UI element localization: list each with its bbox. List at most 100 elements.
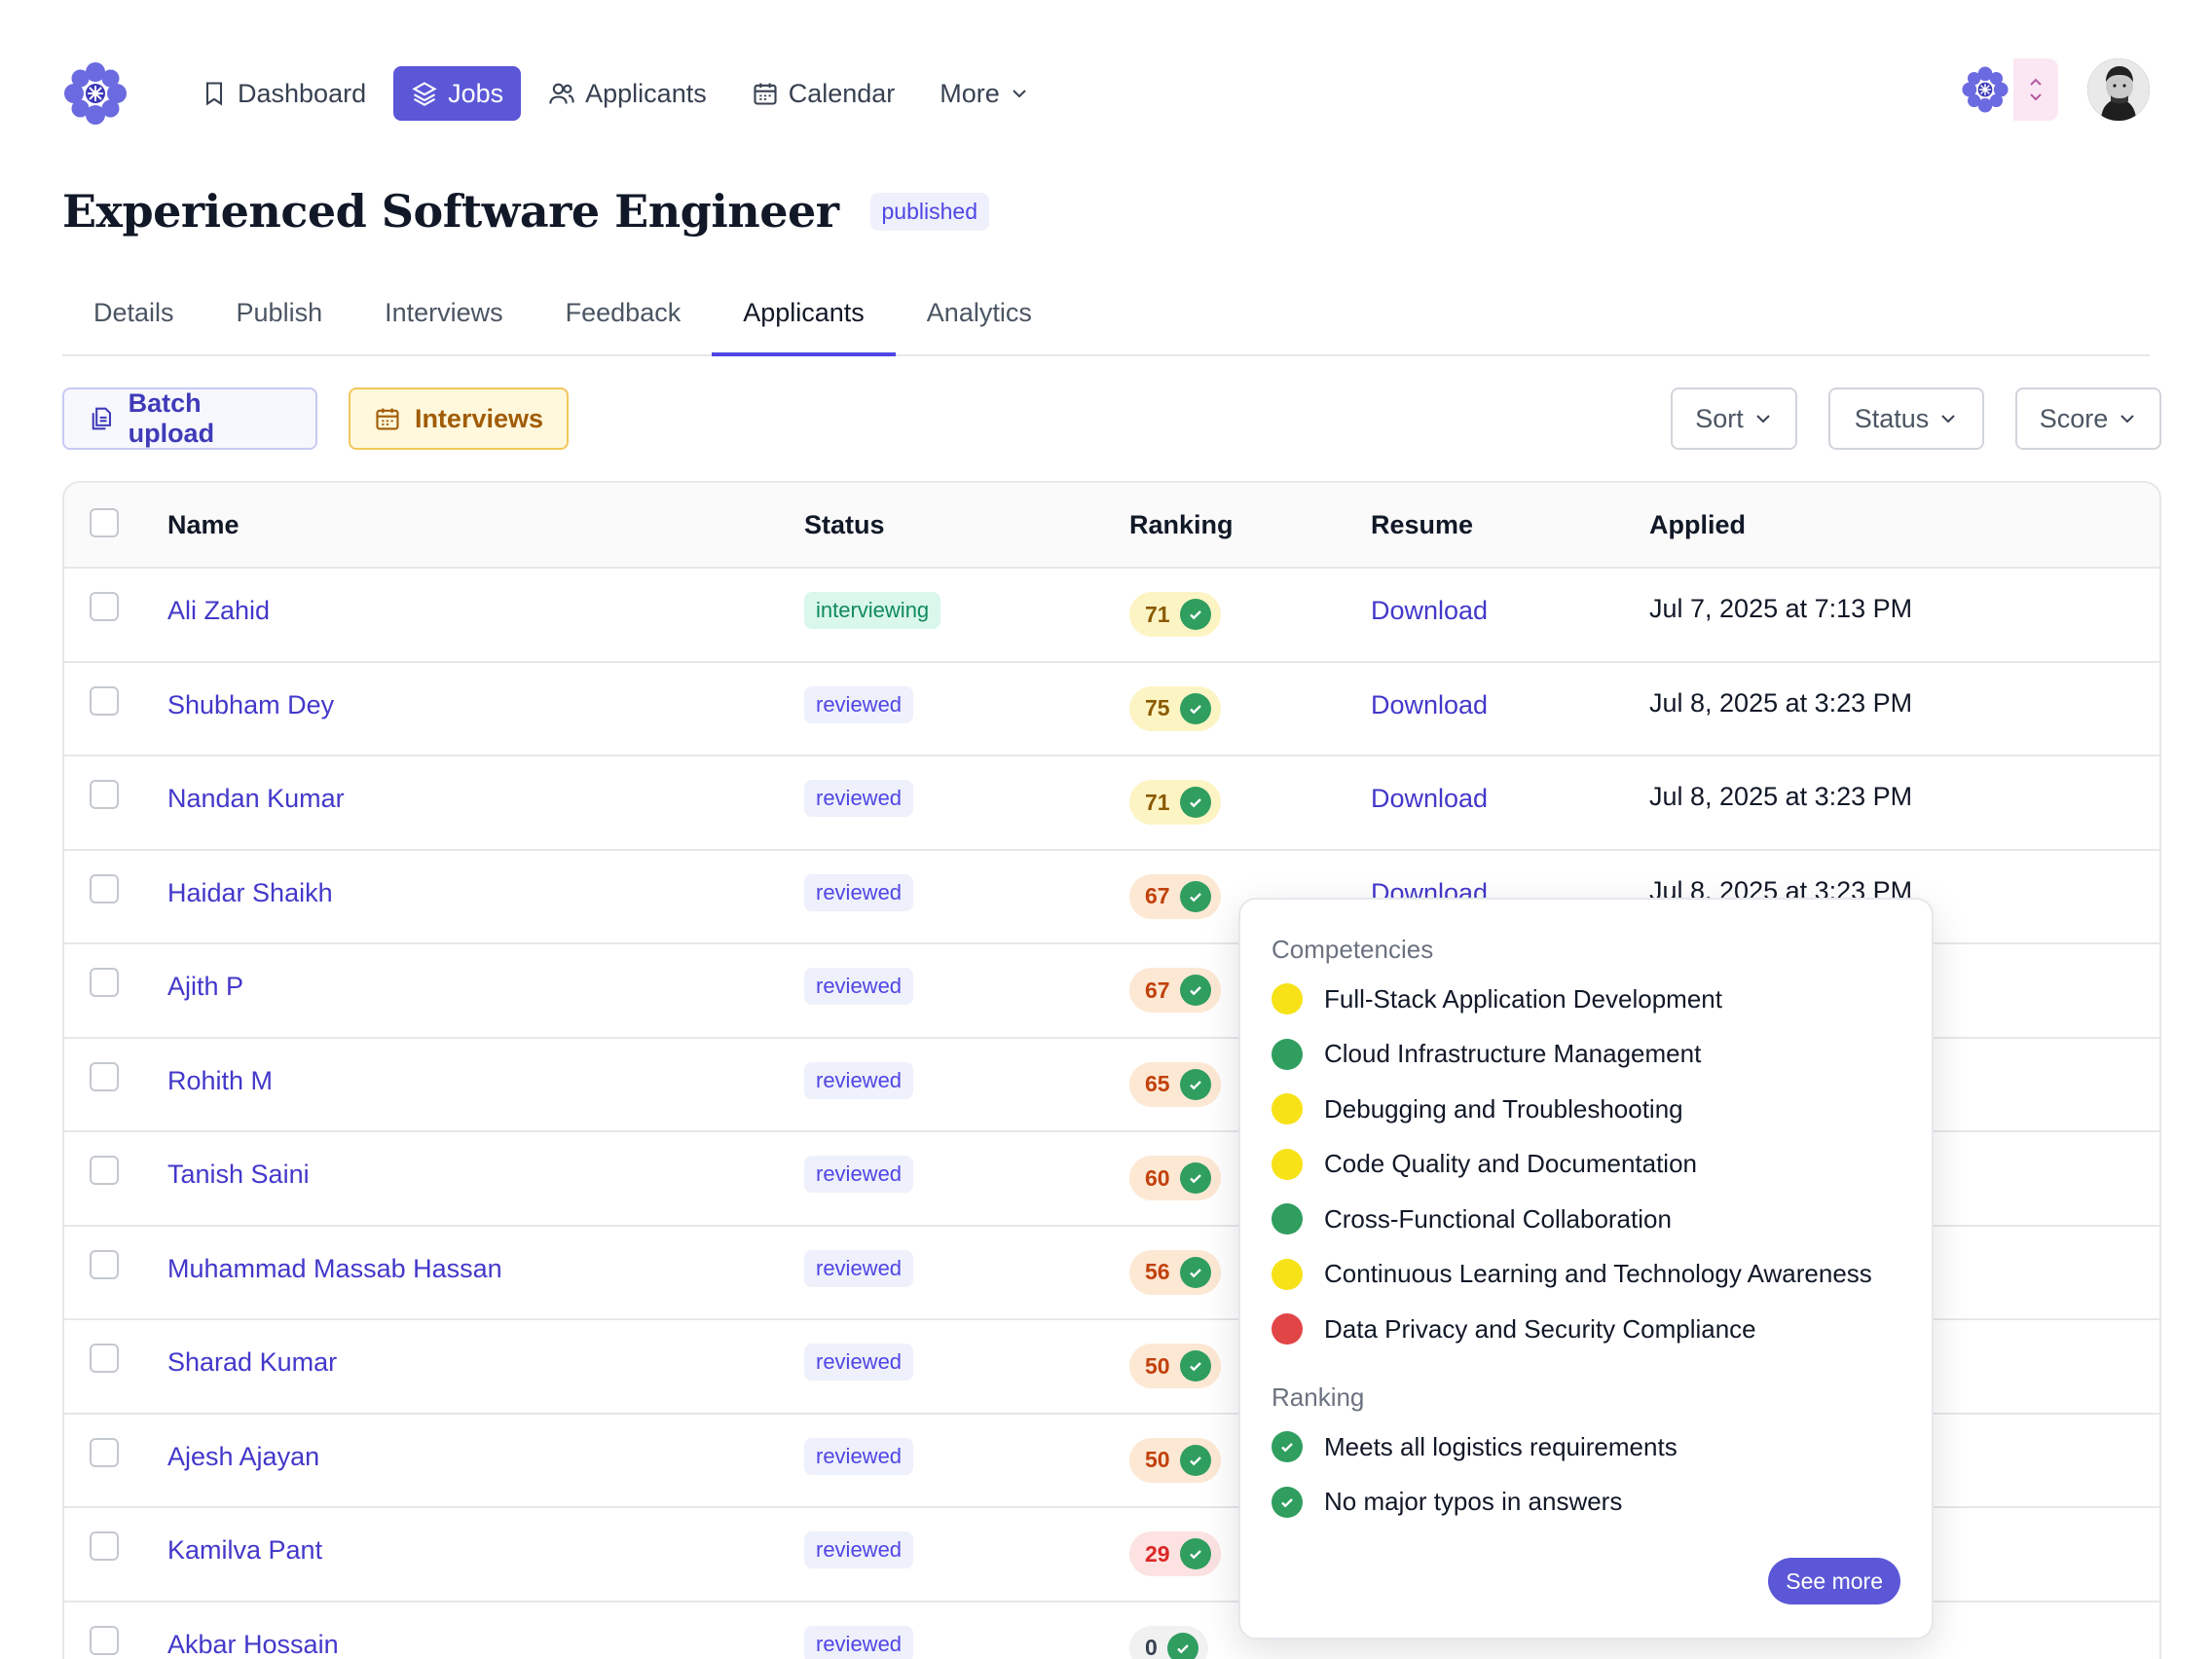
- ranking-score-pill[interactable]: 29: [1129, 1531, 1221, 1576]
- table-row[interactable]: Rohith M reviewed 65: [64, 1039, 2159, 1132]
- row-checkbox[interactable]: [90, 1344, 119, 1373]
- row-checkbox[interactable]: [90, 1156, 119, 1185]
- row-checkbox[interactable]: [90, 1249, 119, 1279]
- interviews-button[interactable]: Interviews: [349, 387, 569, 450]
- page-title: Experienced Software Engineer: [62, 185, 839, 238]
- ranking-score-pill[interactable]: 56: [1129, 1249, 1221, 1295]
- user-avatar[interactable]: [2087, 58, 2150, 121]
- applied-date: Jul 7, 2025 at 7:13 PM: [1649, 594, 1913, 623]
- row-checkbox[interactable]: [90, 873, 119, 903]
- ranking-score-pill[interactable]: 71: [1129, 780, 1221, 825]
- competency-label: Cloud Infrastructure Management: [1324, 1039, 1702, 1068]
- ranking-score-pill[interactable]: 50: [1129, 1437, 1221, 1483]
- tab-publish[interactable]: Publish: [236, 298, 323, 327]
- competency-item: Continuous Learning and Technology Aware…: [1272, 1258, 1872, 1290]
- nav-more-label: More: [940, 78, 1000, 108]
- applicant-name-link[interactable]: Sharad Kumar: [167, 1347, 338, 1377]
- resume-download-link[interactable]: Download: [1371, 596, 1489, 625]
- applicant-name-link[interactable]: Nandan Kumar: [167, 784, 345, 813]
- table-row[interactable]: Ajith P reviewed 67: [64, 944, 2159, 1039]
- sort-dropdown[interactable]: Sort: [1671, 387, 1797, 450]
- applicant-name-link[interactable]: Kamilva Pant: [167, 1535, 323, 1565]
- batch-upload-button[interactable]: Batch upload: [62, 387, 317, 450]
- flower-logo-icon[interactable]: [62, 60, 129, 127]
- applicant-name-link[interactable]: Ali Zahid: [167, 596, 271, 625]
- header-ranking[interactable]: Ranking: [1129, 510, 1234, 539]
- check-circle-icon: [1179, 1350, 1211, 1382]
- header-applied[interactable]: Applied: [1649, 510, 1746, 539]
- check-circle-icon: [1179, 692, 1211, 724]
- header-status[interactable]: Status: [804, 510, 885, 539]
- ranking-score-pill[interactable]: 71: [1129, 592, 1221, 637]
- table-row[interactable]: Ajesh Ajayan reviewed 50: [64, 1415, 2159, 1508]
- resume-download-link[interactable]: Download: [1371, 784, 1489, 813]
- org-toggle-button[interactable]: [2013, 58, 2058, 121]
- select-all-checkbox[interactable]: [90, 508, 119, 537]
- ranking-score: 67: [1145, 883, 1170, 908]
- tab-details[interactable]: Details: [93, 298, 174, 327]
- row-checkbox[interactable]: [90, 1437, 119, 1467]
- org-switcher[interactable]: [1961, 58, 2058, 121]
- tab-interviews[interactable]: Interviews: [385, 298, 503, 327]
- main-nav: Dashboard Jobs Applicants Calendar More: [183, 66, 1047, 121]
- row-checkbox[interactable]: [90, 1531, 119, 1561]
- applicant-name-link[interactable]: Rohith M: [167, 1065, 274, 1095]
- applicant-name-link[interactable]: Shubham Dey: [167, 689, 335, 719]
- nav-calendar[interactable]: Calendar: [734, 66, 913, 121]
- competency-label: Cross-Functional Collaboration: [1324, 1203, 1672, 1234]
- calendar-icon: [754, 83, 777, 105]
- applicant-name-link[interactable]: Haidar Shaikh: [167, 877, 333, 907]
- ranking-score: 65: [1145, 1071, 1170, 1096]
- applicant-name-link[interactable]: Ajesh Ajayan: [167, 1441, 320, 1471]
- status-label: Status: [1854, 403, 1930, 433]
- table-row[interactable]: Muhammad Massab Hassan reviewed 56: [64, 1227, 2159, 1320]
- table-body: Ali Zahid interviewing 71 Download Jul 7, 20…: [64, 569, 2159, 1659]
- table-row[interactable]: Akbar Hossain reviewed 0: [64, 1603, 2159, 1659]
- nav-dashboard[interactable]: Dashboard: [183, 66, 384, 121]
- table-row[interactable]: Nandan Kumar reviewed 71 Download Jul 8, 202…: [64, 756, 2159, 851]
- ranking-score-pill[interactable]: 67: [1129, 968, 1221, 1013]
- chevron-down-icon: [1013, 90, 1026, 98]
- ranking-score-pill[interactable]: 65: [1129, 1061, 1221, 1107]
- competency-status-dot-icon: [1272, 1203, 1303, 1235]
- status-dropdown[interactable]: Status: [1828, 387, 1984, 450]
- tab-analytics[interactable]: Analytics: [926, 298, 1032, 327]
- ranking-score-pill[interactable]: 60: [1129, 1156, 1221, 1200]
- chevron-up-down-icon: [2030, 78, 2042, 101]
- row-checkbox[interactable]: [90, 1061, 119, 1091]
- table-row[interactable]: Shubham Dey reviewed 75 Download Jul 8, 2025…: [64, 663, 2159, 756]
- ranking-score-pill[interactable]: 0: [1129, 1625, 1208, 1659]
- header-tools: [1961, 58, 2150, 121]
- table-row[interactable]: Sharad Kumar reviewed 50: [64, 1320, 2159, 1415]
- job-tabs: Details Publish Interviews Feedback Appl…: [62, 288, 2150, 356]
- score-dropdown[interactable]: Score: [2015, 387, 2161, 450]
- check-circle-icon: [1179, 599, 1211, 630]
- table-row[interactable]: Ali Zahid interviewing 71 Download Jul 7, 20…: [64, 569, 2159, 663]
- applicant-name-link[interactable]: Ajith P: [167, 972, 244, 1001]
- header-resume[interactable]: Resume: [1371, 510, 1474, 539]
- table-row[interactable]: Tanish Saini reviewed 60: [64, 1132, 2159, 1227]
- row-checkbox[interactable]: [90, 1625, 119, 1655]
- row-checkbox[interactable]: [90, 968, 119, 997]
- applicant-name-link[interactable]: Muhammad Massab Hassan: [167, 1253, 502, 1283]
- applicant-name-link[interactable]: Tanish Saini: [167, 1160, 310, 1189]
- row-checkbox[interactable]: [90, 592, 119, 621]
- bookmark-icon: [205, 82, 223, 106]
- tab-feedback[interactable]: Feedback: [565, 298, 682, 327]
- tab-applicants[interactable]: Applicants: [712, 288, 896, 356]
- row-checkbox[interactable]: [90, 780, 119, 809]
- nav-jobs[interactable]: Jobs: [393, 66, 522, 121]
- interviews-label: Interviews: [414, 403, 543, 433]
- nav-more[interactable]: More: [922, 66, 1047, 121]
- ranking-score-pill[interactable]: 75: [1129, 685, 1221, 731]
- applicant-name-link[interactable]: Akbar Hossain: [167, 1629, 339, 1659]
- nav-applicants[interactable]: Applicants: [531, 66, 724, 121]
- ranking-score-pill[interactable]: 50: [1129, 1344, 1221, 1388]
- row-checkbox[interactable]: [90, 685, 119, 716]
- header-name[interactable]: Name: [167, 510, 240, 539]
- see-more-button[interactable]: See more: [1768, 1558, 1900, 1604]
- ranking-score-pill[interactable]: 67: [1129, 873, 1221, 919]
- resume-download-link[interactable]: Download: [1371, 689, 1489, 719]
- applicant-status-badge: reviewed: [804, 1249, 914, 1287]
- table-row[interactable]: Kamilva Pant reviewed 29: [64, 1508, 2159, 1603]
